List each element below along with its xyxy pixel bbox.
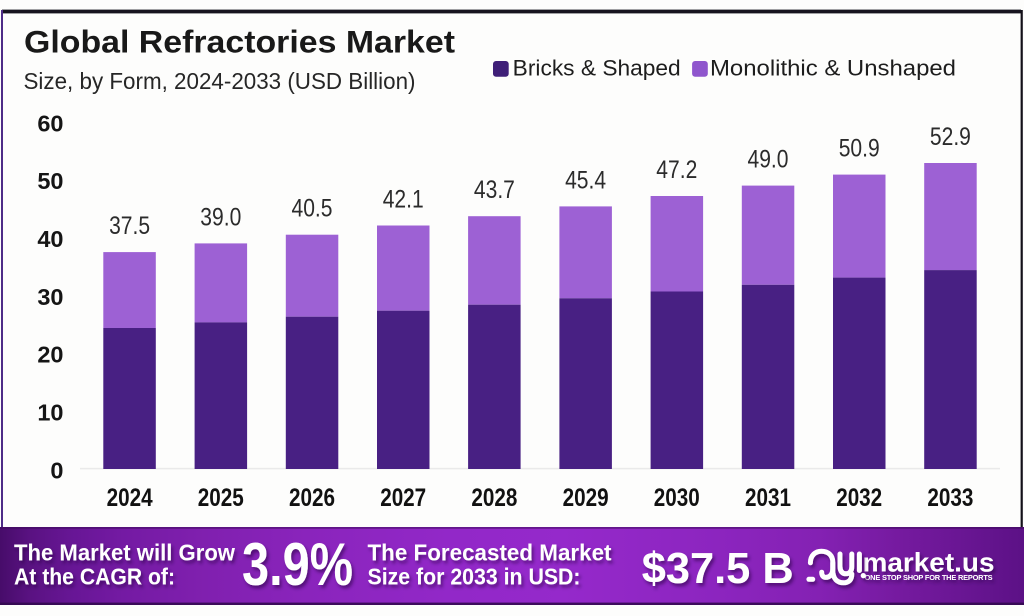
svg-text:2033: 2033 xyxy=(927,484,973,512)
svg-text:Size for 2033 in USD:: Size for 2033 in USD: xyxy=(368,564,581,590)
svg-text:2028: 2028 xyxy=(471,484,517,512)
svg-text:50: 50 xyxy=(37,168,63,194)
svg-text:Bricks & Shaped: Bricks & Shaped xyxy=(513,55,681,80)
svg-text:$37.5 B: $37.5 B xyxy=(642,544,794,593)
svg-text:2029: 2029 xyxy=(563,484,609,512)
svg-text:2026: 2026 xyxy=(289,484,335,512)
svg-text:ONE STOP SHOP FOR THE REPORTS: ONE STOP SHOP FOR THE REPORTS xyxy=(865,573,993,582)
svg-text:37.5: 37.5 xyxy=(109,212,150,240)
svg-text:50.9: 50.9 xyxy=(839,135,880,163)
svg-text:39.0: 39.0 xyxy=(200,203,241,231)
svg-text:2024: 2024 xyxy=(107,484,153,512)
svg-text:43.7: 43.7 xyxy=(474,176,515,204)
svg-text:2031: 2031 xyxy=(745,484,791,512)
svg-text:2032: 2032 xyxy=(836,484,882,512)
svg-text:market.us: market.us xyxy=(863,547,995,577)
svg-text:2025: 2025 xyxy=(198,484,244,512)
svg-text:60: 60 xyxy=(37,110,63,136)
svg-text:45.4: 45.4 xyxy=(565,166,606,194)
svg-text:Size, by Form, 2024-2033 (USD: Size, by Form, 2024-2033 (USD Billion) xyxy=(24,68,416,94)
svg-text:Global Refractories Market: Global Refractories Market xyxy=(24,23,456,59)
svg-text:10: 10 xyxy=(37,400,63,426)
svg-text:30: 30 xyxy=(37,284,63,310)
svg-text:40.5: 40.5 xyxy=(292,195,333,223)
svg-text:2027: 2027 xyxy=(380,484,426,512)
svg-text:0: 0 xyxy=(50,457,63,483)
svg-text:49.0: 49.0 xyxy=(748,146,789,174)
svg-text:40: 40 xyxy=(37,226,63,252)
svg-text:The Market will Grow: The Market will Grow xyxy=(14,540,235,566)
svg-text:20: 20 xyxy=(37,342,63,368)
svg-text:52.9: 52.9 xyxy=(930,123,971,151)
svg-text:3.9%: 3.9% xyxy=(242,531,353,598)
svg-text:47.2: 47.2 xyxy=(656,156,697,184)
svg-text:At the CAGR of:: At the CAGR of: xyxy=(14,564,175,590)
svg-text:42.1: 42.1 xyxy=(383,186,424,214)
svg-text:2030: 2030 xyxy=(654,484,700,512)
svg-text:Monolithic & Unshaped: Monolithic & Unshaped xyxy=(710,55,956,80)
svg-text:The Forecasted Market: The Forecasted Market xyxy=(368,540,612,566)
